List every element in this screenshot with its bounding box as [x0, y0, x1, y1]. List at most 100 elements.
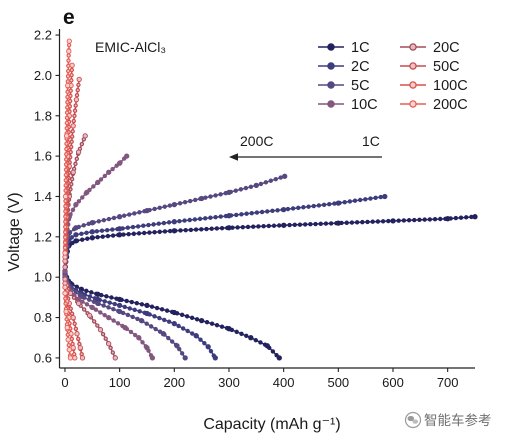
data-point-5C-charge — [171, 201, 177, 208]
legend-marker — [409, 62, 417, 70]
data-point-200C-discharge — [67, 355, 74, 361]
data-point-2C-charge — [171, 219, 177, 225]
legend-marker — [327, 100, 335, 108]
data-point-10C-charge — [95, 179, 101, 186]
legend-label: 20C — [433, 40, 460, 56]
watermark-text: 智能车参考 — [424, 412, 492, 428]
arrow-label-low-rate: 1C — [362, 133, 380, 149]
arrow-label-high-rate: 200C — [240, 133, 273, 149]
data-point-1C-discharge — [226, 326, 232, 332]
y-tick-label: 1.8 — [34, 108, 52, 123]
x-tick-label: 700 — [437, 375, 459, 390]
legend-item-200C: 200C — [400, 97, 468, 113]
x-tick-label: 300 — [218, 375, 240, 390]
data-point-1C-charge — [390, 218, 396, 224]
y-tick-label: 1.2 — [34, 229, 52, 244]
series-line-1C-discharge — [64, 270, 280, 359]
data-point-5C-charge — [226, 189, 232, 196]
data-point-1C-discharge — [248, 335, 254, 341]
x-tick-label: 100 — [109, 375, 131, 390]
data-point-20C-charge — [62, 264, 68, 270]
plot-series — [62, 38, 478, 361]
data-point-5C-charge — [282, 173, 288, 179]
x-tick-label: 200 — [163, 375, 185, 390]
legend-item-2C: 2C — [318, 59, 370, 75]
data-point-1C-discharge — [198, 317, 205, 324]
data-point-200C-discharge — [65, 337, 71, 343]
data-point-2C-discharge — [171, 320, 177, 327]
data-point-200C-charge — [62, 193, 69, 200]
electrolyte-label: EMIC-AlCl₃ — [95, 39, 166, 55]
data-point-1C-discharge — [264, 343, 270, 349]
data-point-20C-discharge — [86, 312, 93, 319]
data-point-1C-charge — [226, 225, 232, 231]
y-tick-label: 1.4 — [34, 189, 52, 204]
data-point-2C-discharge — [116, 302, 123, 309]
data-point-2C-charge — [116, 226, 123, 232]
data-point-2C-charge — [281, 206, 287, 213]
data-point-20C-discharge — [75, 300, 82, 307]
data-point-1C-discharge — [144, 302, 150, 309]
rate-arrow-head — [229, 153, 238, 161]
axis-ticks: 0.6 0.8 1.0 1.2 1.4 1.6 1.8 2.0 2.2 0 100 200 300 400… — [34, 28, 459, 390]
data-point-200C-discharge — [63, 308, 69, 315]
data-point-5C-charge — [253, 182, 259, 189]
data-point-1C-charge — [73, 238, 79, 244]
data-point-50C-discharge — [70, 314, 76, 321]
data-point-100C-discharge — [72, 355, 78, 361]
legend-item-10C: 10C — [318, 97, 378, 113]
series-markers-5C-charge — [62, 174, 287, 276]
data-point-5C-discharge — [182, 355, 188, 361]
data-point-2C-charge — [73, 232, 79, 238]
data-point-1C-charge — [281, 222, 287, 228]
data-point-20C-discharge — [106, 341, 112, 347]
legend-item-20C: 20C — [400, 40, 460, 56]
data-point-20C-discharge — [97, 327, 104, 333]
panel-label: e — [63, 6, 75, 29]
data-point-2C-discharge — [193, 333, 199, 339]
x-tick-label: 500 — [327, 375, 349, 390]
data-point-20C-charge — [75, 149, 82, 155]
legend-item-50C: 50C — [400, 59, 460, 75]
wechat-icon — [404, 411, 422, 429]
data-point-5C-discharge — [174, 343, 180, 349]
data-point-1C-charge — [89, 235, 95, 241]
data-point-50C-discharge — [77, 345, 83, 351]
data-point-200C-charge — [66, 48, 72, 54]
legend-marker — [409, 81, 417, 89]
legend-label: 100C — [433, 78, 468, 94]
data-point-100C-charge — [69, 62, 75, 68]
data-point-1C-charge — [445, 216, 451, 222]
legend-marker — [327, 43, 335, 51]
legend-item-100C: 100C — [400, 78, 468, 94]
data-point-50C-discharge — [74, 331, 80, 337]
data-point-10C-charge — [73, 201, 79, 208]
data-point-1C-charge — [472, 214, 478, 220]
data-point-1C-charge — [171, 228, 177, 234]
legend-label: 5C — [351, 78, 370, 94]
x-tick-label: 0 — [61, 375, 68, 390]
data-point-200C-discharge — [64, 324, 70, 331]
data-point-200C-charge — [62, 250, 68, 256]
axes — [58, 29, 475, 369]
y-tick-label: 0.8 — [34, 310, 52, 325]
data-point-10C-discharge — [122, 324, 128, 331]
data-point-50C-charge — [70, 123, 76, 129]
legend-label: 2C — [351, 59, 370, 75]
data-point-2C-charge — [382, 193, 388, 200]
data-point-1C-discharge — [95, 291, 101, 297]
data-point-2C-charge — [335, 200, 341, 206]
data-point-50C-discharge — [79, 355, 86, 361]
data-point-2C-discharge — [212, 355, 218, 361]
legend: 1C 2C 5C 10C 20C 50C 100C 200C — [318, 40, 468, 113]
data-point-5C-discharge — [138, 317, 145, 324]
data-point-5C-discharge — [116, 308, 123, 315]
series-marker-centers-20C-charge — [64, 134, 87, 269]
y-tick-label: 0.6 — [34, 350, 52, 365]
data-point-20C-charge — [70, 169, 76, 175]
legend-marker — [327, 62, 335, 70]
legend-item-5C: 5C — [318, 78, 370, 94]
y-axis-title: Voltage (V) — [6, 192, 23, 271]
data-point-10C-discharge — [144, 345, 150, 351]
